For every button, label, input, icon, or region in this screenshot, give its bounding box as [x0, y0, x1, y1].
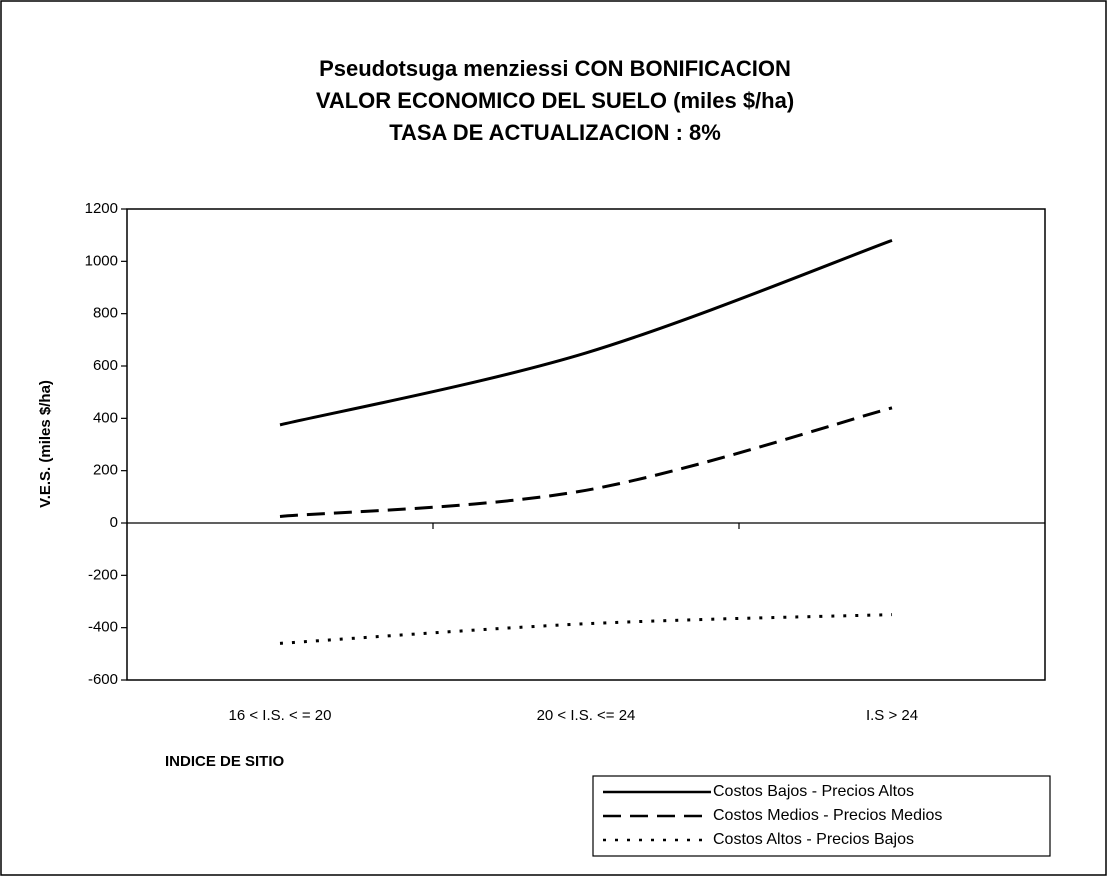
y-tick-label: 1000 — [85, 252, 118, 269]
y-tick-label: -600 — [88, 671, 118, 688]
x-tick-label: 16 < I.S. < = 20 — [229, 707, 332, 724]
y-tick-label: -400 — [88, 619, 118, 636]
chart-title: TASA DE ACTUALIZACION : 8% — [389, 120, 721, 145]
series-line — [279, 406, 893, 518]
series-line — [279, 613, 893, 645]
legend-label: Costos Medios - Precios Medios — [713, 807, 942, 824]
y-tick-label: 1200 — [85, 200, 118, 217]
x-axis-title: INDICE DE SITIO — [165, 753, 285, 770]
x-tick-label: I.S > 24 — [866, 707, 918, 724]
legend-label: Costos Altos - Precios Bajos — [713, 831, 914, 848]
legend-label: Costos Bajos - Precios Altos — [713, 783, 914, 800]
y-tick-label: 400 — [93, 409, 118, 426]
y-tick-label: 800 — [93, 305, 118, 322]
y-tick-label: -200 — [88, 566, 118, 583]
y-axis-title: V.E.S. (miles $/ha) — [37, 380, 54, 508]
y-tick-label: 200 — [93, 462, 118, 479]
chart-title: VALOR ECONOMICO DEL SUELO (miles $/ha) — [316, 88, 794, 113]
series-line — [279, 238, 893, 427]
y-tick-label: 600 — [93, 357, 118, 374]
chart-title: Pseudotsuga menziessi CON BONIFICACION — [319, 56, 791, 81]
plot-area — [126, 208, 1046, 681]
y-tick-label: 0 — [110, 514, 118, 531]
x-tick-label: 20 < I.S. <= 24 — [537, 707, 636, 724]
